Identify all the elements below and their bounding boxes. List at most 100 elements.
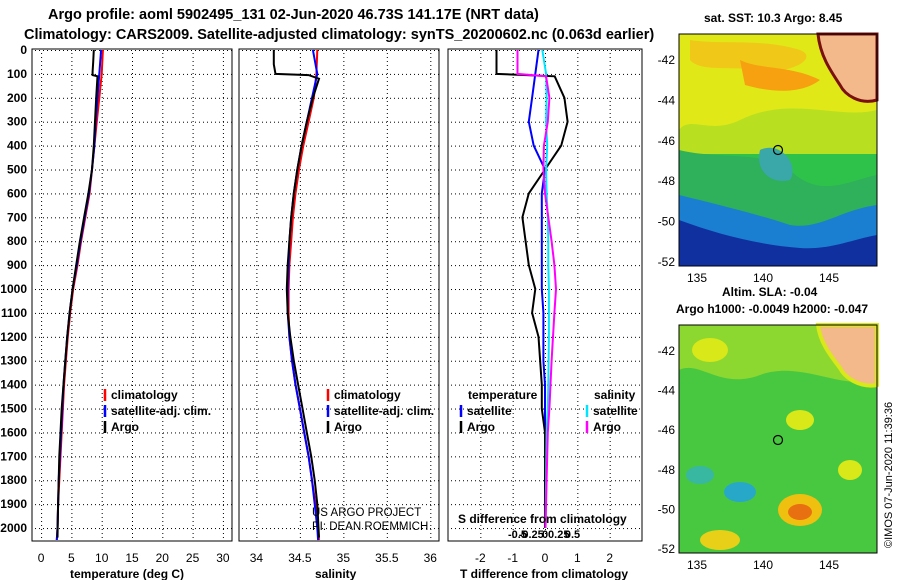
legend-climatology: climatology [111,388,178,402]
legend-salinity-head: salinity [594,388,636,402]
s-difference-label: S difference from climatology [458,512,627,526]
depth-tick-label: 400 [7,139,27,153]
salinity-tick-label: 35 [337,551,351,565]
depth-tick-label: 1300 [0,354,27,368]
temperature-tick-label: 20 [156,551,170,565]
salinity-xlabel: salinity [315,567,357,580]
depth-tick-label: 1900 [0,497,27,511]
series-line-salinity-argo [516,50,558,529]
legend-argo: Argo [111,420,139,434]
depth-tick-label: 1400 [0,378,27,392]
salinity-tick-label: 36 [424,551,438,565]
map-lat-label: -46 [658,423,676,437]
depth-tick-label: 100 [7,67,27,81]
legend-s-satellite: satellite [593,404,638,418]
series-line-temperature-argo [495,50,569,528]
temperature-tick-label: 25 [186,551,200,565]
depth-axis-labels: 0 100 200 300 400 500 600 700 800 900 1000 1100 1200… [0,43,27,535]
legend-t-satellite: satellite [467,404,512,418]
depth-tick-label: 2000 [0,521,27,535]
difference-tick-label: -2 [475,551,486,565]
legend-satellite: satellite-adj. clim. [111,404,211,418]
title-line-1: Argo profile: aoml 5902495_131 02-Jun-20… [48,7,539,23]
s-difference-tick-label: 0.5 [565,529,580,541]
salinity-tick-label: 34.5 [288,551,312,565]
depth-tick-label: 700 [7,210,27,224]
map-lon-label: 140 [753,271,773,285]
temperature-tick-label: 0 [38,551,45,565]
map-bottom-title-2: Argo h1000: -0.0049 h2000: -0.047 [676,302,868,316]
s-difference-tick-label: -0.5 [508,529,527,541]
x-tick-labels: 0 5 10 15 20 25 30 34 34.5 35 35.5 36 -2 -1 0 1 2 -0.5-0.… [38,529,614,565]
map-lat-label: -48 [658,463,676,477]
map-top-ticks: -42 -44 -46 -48 -50 -52 135 140 145 [658,53,840,285]
map-bottom-title-1: Altim. SLA: -0.04 [722,285,818,299]
difference-tick-label: 1 [574,551,581,565]
depth-tick-label: 1200 [0,330,27,344]
series-line-salinity-satellite [541,49,550,529]
temperature-tick-label: 10 [95,551,109,565]
map-lat-label: -42 [658,344,676,358]
difference-tick-label: 0 [542,551,549,565]
difference-xlabel: T difference from climatology [460,567,628,580]
depth-tick-label: 1100 [1,306,27,320]
depth-tick-label: 800 [7,234,27,248]
map-lat-label: -42 [658,53,676,67]
difference-tick-label: 2 [606,551,613,565]
legend-argo: Argo [334,420,362,434]
s-difference-tick-label: 0 [542,529,548,541]
temperature-panel-frame [31,48,233,542]
profile-lines [55,49,569,541]
credit-project: US ARGO PROJECT [312,507,421,519]
map-lon-label: 135 [687,558,707,572]
series-line-climatology [287,49,320,541]
imos-stamp: ©IMOS 07-Jun-2020 11:39:36 [883,402,895,548]
map-lon-label: 145 [819,558,839,572]
grid-dots [35,50,640,538]
map-top [678,32,879,267]
depth-tick-label: 1700 [0,449,27,463]
map-bottom-ticks: -42 -44 -46 -48 -50 -52 135 140 145 [658,344,840,572]
difference-panel-frame [447,48,643,542]
depth-tick-label: 500 [7,163,27,177]
series-line-temperature-satellite [527,49,547,528]
map-top-title: sat. SST: 10.3 Argo: 8.45 [704,11,843,25]
salinity-tick-label: 35.5 [375,551,399,565]
map-lat-label: -52 [658,542,676,556]
map-bottom [678,323,879,554]
salinity-tick-label: 34 [250,551,264,565]
legend-s-argo: Argo [593,420,621,434]
legend-t-argo: Argo [467,420,495,434]
difference-tick-label: -1 [507,551,518,565]
depth-tick-label: 200 [7,91,27,105]
map-lat-label: -52 [658,255,676,269]
depth-tick-label: 600 [7,186,27,200]
temperature-xlabel: temperature (deg C) [70,567,184,580]
series-line-argo [272,50,321,538]
map-lat-label: -44 [658,93,676,107]
depth-tick-label: 1500 [0,402,27,416]
depth-tick-label: 1600 [0,425,27,439]
temperature-legend: climatology satellite-adj. clim. Argo [103,388,211,434]
credit-pi: PI: DEAN ROEMMICH [312,521,428,533]
depth-tick-label: 1000 [0,282,27,296]
temperature-tick-label: 30 [216,551,230,565]
map-lat-label: -44 [658,384,676,398]
s-difference-tick-label: 0.25 [548,529,569,541]
depth-tick-label: 900 [7,258,27,272]
legend-temperature-head: temperature [468,388,538,402]
depth-tick-label: 1800 [0,473,27,487]
series-line-argo [56,49,99,538]
salinity-panel-frame [238,48,440,542]
map-lat-label: -50 [658,502,676,516]
title-line-2: Climatology: CARS2009. Satellite-adjuste… [24,27,655,43]
map-lon-label: 135 [687,271,707,285]
salinity-legend: climatology satellite-adj. clim. Argo US… [312,388,434,533]
legend-climatology: climatology [334,388,401,402]
map-lat-label: -50 [658,215,676,229]
map-lon-label: 140 [753,558,773,572]
map-lat-label: -48 [658,174,676,188]
map-lat-label: -46 [658,134,676,148]
temperature-tick-label: 15 [125,551,139,565]
